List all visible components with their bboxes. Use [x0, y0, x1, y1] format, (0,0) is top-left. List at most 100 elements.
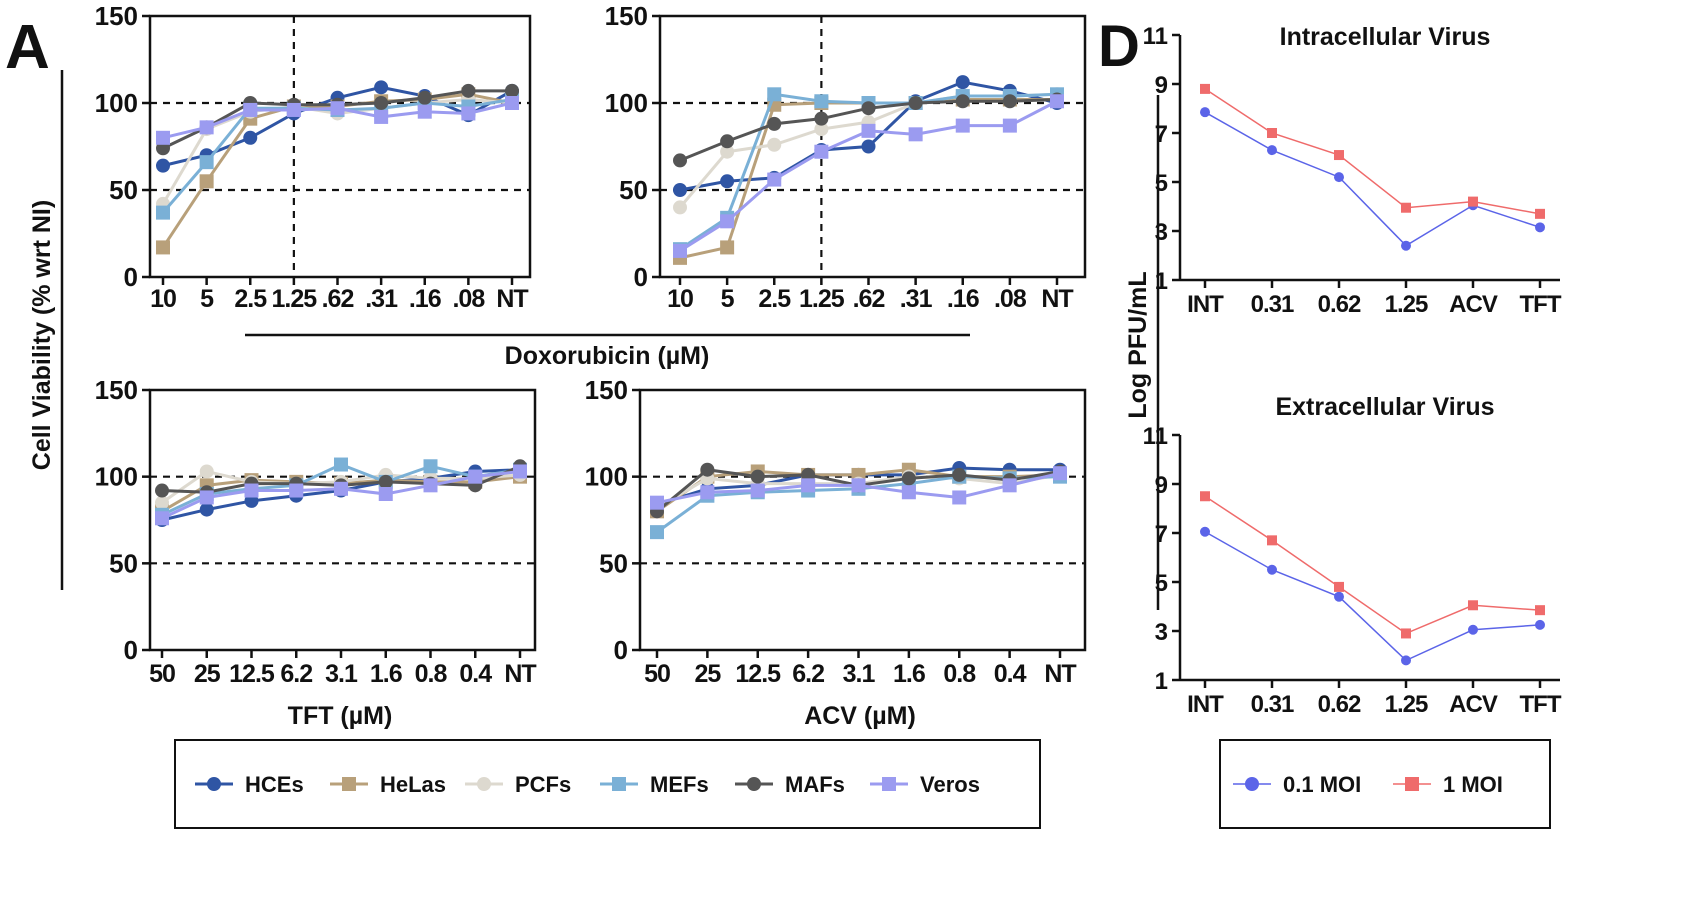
data-point [955, 118, 970, 133]
data-point [1468, 600, 1478, 611]
x-tick-label: 0.31 [1251, 691, 1294, 718]
data-point [156, 158, 170, 173]
data-point [1334, 172, 1344, 183]
data-point [700, 485, 715, 500]
y-tick-label: 0 [634, 262, 648, 292]
x-tick-label: 1.25 [1385, 291, 1428, 318]
x-tick-label: .62 [853, 285, 885, 313]
x-tick-label: 25 [694, 660, 721, 688]
data-point [1401, 628, 1411, 639]
x-tick-label: 0.8 [415, 660, 448, 688]
legend-item: 0.1 MOI [1233, 772, 1361, 797]
data-point [952, 490, 967, 505]
data-point [1535, 605, 1545, 616]
chart-4: 1 3 5 7 9 11 INT 0.31 0.62 1.25 ACV TFT Intracellula… [1143, 23, 1563, 318]
data-point [378, 474, 393, 489]
series-mafs [673, 92, 1064, 168]
data-point [1267, 564, 1277, 575]
data-point [720, 214, 735, 229]
legend-label: HCEs [245, 772, 304, 797]
data-point [1002, 118, 1017, 133]
data-point [901, 471, 916, 486]
data-point [1401, 202, 1411, 213]
data-point [1468, 624, 1478, 635]
data-point [720, 174, 735, 189]
chart-5: 1 3 5 7 9 11 INT 0.31 0.62 1.25 ACV TFT Extracellula… [1143, 393, 1563, 718]
data-point [1535, 222, 1545, 233]
data-point [199, 490, 214, 505]
plot-frame [148, 14, 532, 279]
x-tick-label: NT [1041, 285, 1073, 313]
data-point [155, 495, 169, 510]
x-tick-label: 50 [149, 660, 175, 688]
data-point [767, 87, 782, 102]
x-tick-label: 25 [194, 660, 221, 688]
x-tick-label: .31 [900, 285, 933, 313]
chart-title: Intracellular Virus [1280, 23, 1491, 51]
x-tick-label: ACV [1449, 691, 1498, 718]
y-tick-label: 0 [124, 262, 138, 292]
legend-item: MEFs [600, 772, 709, 797]
data-point [243, 102, 258, 117]
data-point [814, 94, 829, 109]
x-tick-label: 12.5 [735, 660, 781, 688]
x-tick-label: .08 [452, 285, 485, 313]
y-tick-label: 100 [95, 462, 138, 492]
x-tick-label: 5 [200, 285, 214, 313]
data-point [1267, 128, 1277, 138]
chart-3: 0 50 100 150 50 25 12.5 6.2 3.1 1.6 0.8 0.4 NT ACV (µ… [585, 375, 1087, 730]
data-point [650, 495, 664, 510]
x-tick-label: 3.1 [843, 660, 876, 688]
x-tick-label: 0.31 [1251, 291, 1294, 318]
data-point [289, 483, 304, 498]
y-tick-label: 100 [585, 462, 628, 492]
y-tick-label: 50 [619, 175, 648, 205]
data-point [1535, 619, 1545, 630]
y-tick-label: 100 [95, 88, 138, 118]
data-point [461, 106, 476, 121]
x-tick-label: TFT [1520, 691, 1562, 718]
y-tick-label: 11 [1143, 23, 1168, 50]
x-axis-label: TFT (µM) [288, 702, 393, 730]
data-point [243, 130, 258, 145]
data-point [955, 94, 970, 109]
plot-frame [658, 14, 1087, 279]
data-point [374, 109, 389, 124]
legend-marker [1405, 777, 1419, 791]
data-point [767, 172, 782, 187]
data-point [1468, 196, 1478, 207]
y-tick-label: 150 [95, 1, 138, 31]
legend-label: Veros [920, 772, 980, 797]
legend-label: 0.1 MOI [1283, 772, 1361, 797]
data-point [244, 483, 259, 498]
y-tick-label: 0 [614, 635, 628, 665]
data-point [1053, 466, 1067, 481]
y-tick-label: 5 [1155, 570, 1168, 597]
legend-marker [477, 777, 491, 791]
series-line [1204, 531, 1541, 662]
x-tick-label: TFT [1520, 291, 1562, 318]
x-tick-label: 1.25 [799, 285, 845, 313]
data-point [378, 487, 393, 501]
legend-item: 1 MOI [1393, 772, 1503, 797]
data-point [423, 459, 438, 474]
legend-label: HeLas [380, 772, 446, 797]
data-point [505, 96, 519, 110]
x-tick-label: 10 [150, 285, 176, 313]
data-point [1401, 240, 1411, 251]
data-point [1200, 83, 1210, 94]
data-point [1535, 208, 1545, 219]
series-veros [156, 96, 519, 145]
data-point [814, 144, 829, 159]
chart-2: 0 50 100 150 50 25 12.5 6.2 3.1 1.6 0.8 0.4 NT TFT (µ… [95, 375, 538, 730]
data-point [952, 467, 967, 482]
series-0.1-moi [1200, 526, 1545, 666]
data-point [720, 134, 735, 149]
data-point [1200, 526, 1210, 537]
data-point [673, 243, 687, 258]
data-point [461, 83, 476, 98]
x-tick-label: NT [496, 285, 528, 313]
x-tick-label: INT [1187, 691, 1224, 718]
data-point [673, 183, 687, 197]
